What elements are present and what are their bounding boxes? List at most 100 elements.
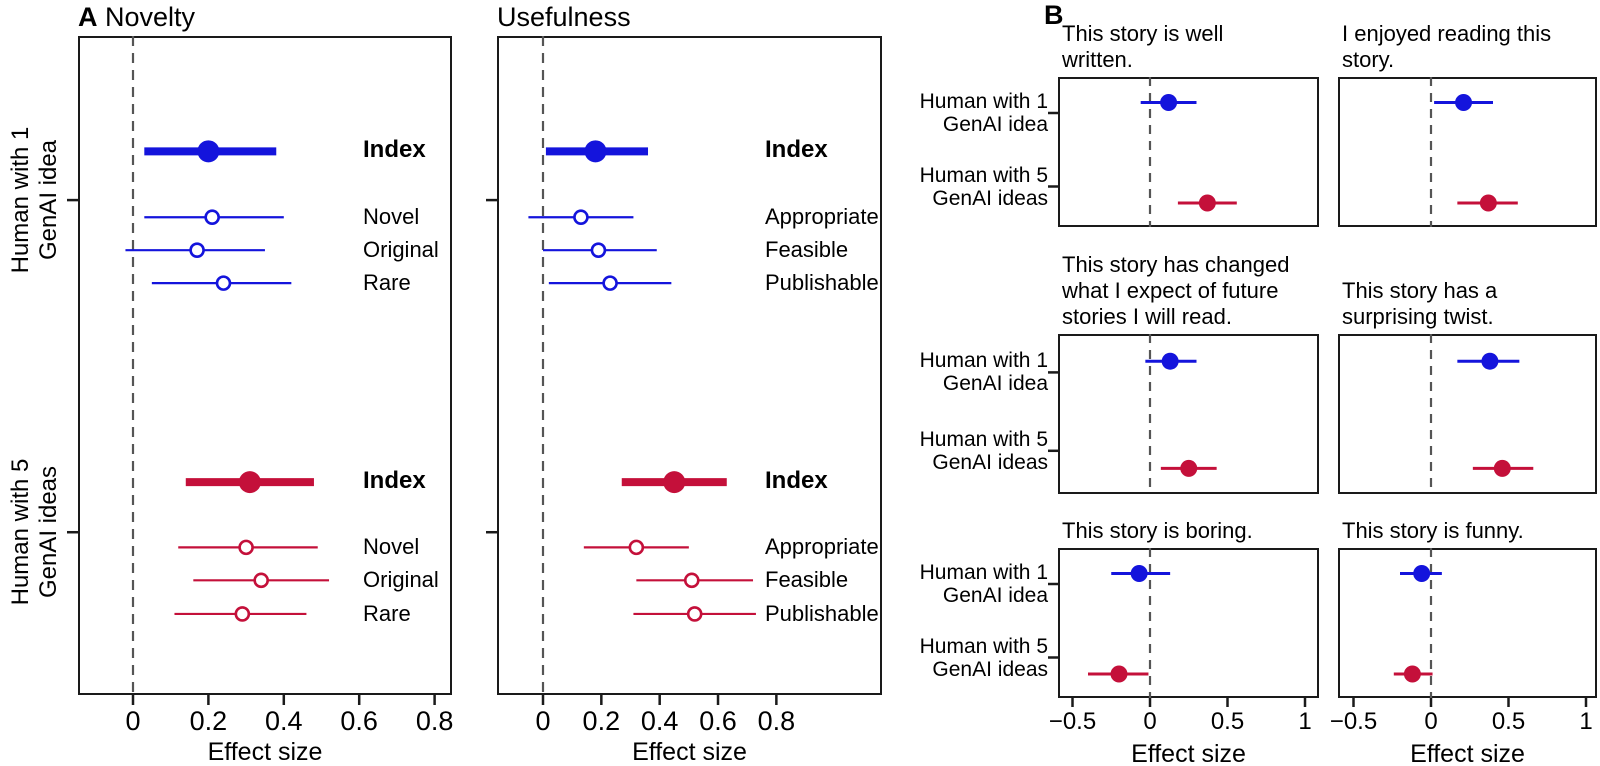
row-label-original: Original — [363, 567, 439, 593]
effect-dot-blue — [1160, 94, 1178, 111]
x-axis-label: Effect size — [1410, 740, 1525, 766]
b-row-label-line: Human with 1 — [919, 90, 1048, 113]
row-label-publishable: Publishable — [765, 600, 879, 626]
row-label-appropriate: Appropriate — [765, 204, 879, 230]
effect-dot-novel — [238, 539, 254, 556]
y-axis-group-label-line: GenAI ideas — [35, 465, 62, 599]
subplot-title-line: what I expect of future — [1062, 278, 1279, 303]
effect-dot-appropriate — [628, 539, 645, 556]
x-tick-label: 0.8 — [415, 706, 454, 736]
b-row-label-2: Human with 5 GenAI ideas — [920, 164, 1048, 210]
row-label-appropriate: Appropriate — [765, 534, 879, 560]
y-axis-group-label-line: GenAI idea — [35, 139, 62, 261]
row-label-original: Original — [363, 237, 439, 263]
effect-dot-rare — [215, 275, 232, 291]
b-row-label-line: Human with 1 — [919, 561, 1048, 584]
x-tick-label: 0 — [125, 706, 141, 736]
x-tick-label: −0.5 — [1048, 708, 1097, 735]
effect-dot-original — [189, 242, 205, 258]
b-row-label-line: GenAI ideas — [932, 450, 1048, 474]
effect-dot-blue — [1130, 565, 1148, 582]
x-tick-label: 0 — [1143, 708, 1157, 735]
subplot-title-line: This story is funny. — [1342, 518, 1524, 543]
x-tick-label: 0.4 — [640, 706, 679, 736]
b-row-label-line: Human with 5 — [919, 163, 1048, 187]
novelty-plot-canvas — [67, 36, 436, 705]
row-label-novel: Novel — [363, 204, 420, 230]
story-plot-box-2 — [1338, 77, 1597, 227]
x-tick-label: 0 — [535, 706, 551, 736]
x-tick-label: 1 — [1298, 708, 1312, 735]
effect-dot-red — [1403, 665, 1421, 683]
effect-dot-feasible — [683, 572, 700, 589]
usefulness-plot-canvas — [486, 36, 778, 705]
y-axis-group-label-line: Human with 5 — [7, 458, 34, 606]
x-tick-label: 0.5 — [1210, 708, 1245, 735]
effect-dot-index — [238, 471, 261, 494]
x-tick-label: 0.4 — [265, 706, 303, 736]
x-axis-label: Effect size — [207, 738, 323, 766]
story-plot-canvas-4 — [1429, 334, 1534, 494]
effect-dot-feasible — [590, 242, 607, 258]
subplot-title-line: This story has changed — [1062, 252, 1290, 277]
effect-dot-red — [1493, 459, 1511, 477]
x-tick-label: −0.5 — [1329, 708, 1378, 735]
story-plot-box-3 — [1058, 334, 1319, 494]
x-axis-label: Effect size — [1131, 740, 1246, 766]
x-tick-label: 0.5 — [1491, 708, 1526, 735]
story-plot-canvas-5 — [1048, 548, 1307, 707]
effect-dot-index — [584, 140, 607, 163]
effect-dot-publishable — [686, 606, 703, 622]
b-row-label-line: GenAI ideas — [932, 657, 1048, 681]
y-axis-group-label-line: Human with 1 — [7, 126, 34, 274]
y-axis-group-label-1: Human with 1 GenAI idea — [7, 127, 63, 274]
x-tick-label: 0.8 — [757, 706, 796, 736]
usefulness-title: Usefulness — [497, 2, 631, 32]
row-label-index: Index — [765, 467, 828, 495]
panel-b-letter: B — [1044, 0, 1064, 30]
y-axis-group-label-2: Human with 5 GenAI ideas — [7, 459, 63, 606]
effect-dot-publishable — [602, 275, 618, 291]
story-plot-box-6 — [1338, 548, 1597, 698]
row-label-publishable: Publishable — [765, 270, 879, 296]
b-row-label-line: GenAI ideas — [932, 186, 1048, 210]
effect-dot-blue — [1455, 94, 1473, 111]
effect-dot-blue — [1481, 352, 1499, 370]
story-plot-canvas-6 — [1352, 548, 1588, 707]
novelty-title: Novelty — [105, 2, 196, 32]
panel-a-title: A Novelty — [78, 2, 195, 33]
x-axis-label: Effect size — [632, 738, 747, 766]
row-label-index: Index — [363, 467, 426, 495]
story-plot-box-4 — [1338, 334, 1597, 494]
row-label-novel: Novel — [363, 534, 420, 560]
effect-dot-index — [197, 140, 220, 163]
b-row-label-2: Human with 5 GenAI ideas — [920, 635, 1048, 681]
effect-dot-novel — [204, 209, 220, 226]
row-label-feasible: Feasible — [765, 237, 849, 263]
novelty-plot-box — [78, 36, 452, 695]
b-row-label-1: Human with 1 GenAI idea — [920, 349, 1048, 395]
effect-dot-red — [1479, 194, 1497, 212]
story-plot-box-1 — [1058, 77, 1319, 227]
x-tick-label: 0 — [1424, 708, 1438, 735]
story-plot-box-5 — [1058, 548, 1319, 698]
subplot-title-line: surprising twist. — [1342, 304, 1494, 329]
row-label-index: Index — [363, 136, 426, 164]
usefulness-plot-box — [497, 36, 882, 695]
b-row-label-2: Human with 5 GenAI ideas — [920, 428, 1048, 474]
panel-a-letter: A — [78, 2, 98, 32]
effect-dot-blue — [1413, 565, 1431, 582]
subplot-title-line: written. — [1062, 47, 1133, 72]
effect-dot-appropriate — [573, 209, 589, 226]
effect-dot-red — [1180, 459, 1198, 477]
b-row-label-line: Human with 1 — [919, 349, 1048, 373]
subplot-title-line: This story is boring. — [1062, 518, 1253, 543]
row-label-rare: Rare — [363, 600, 411, 626]
effect-dot-blue — [1161, 352, 1179, 370]
x-tick-label: 0.2 — [582, 706, 621, 736]
effect-dot-red — [1198, 194, 1216, 212]
x-tick-label: 0.2 — [189, 706, 228, 736]
subplot-title-line: This story has a — [1342, 278, 1498, 303]
b-row-label-line: GenAI idea — [942, 584, 1048, 607]
